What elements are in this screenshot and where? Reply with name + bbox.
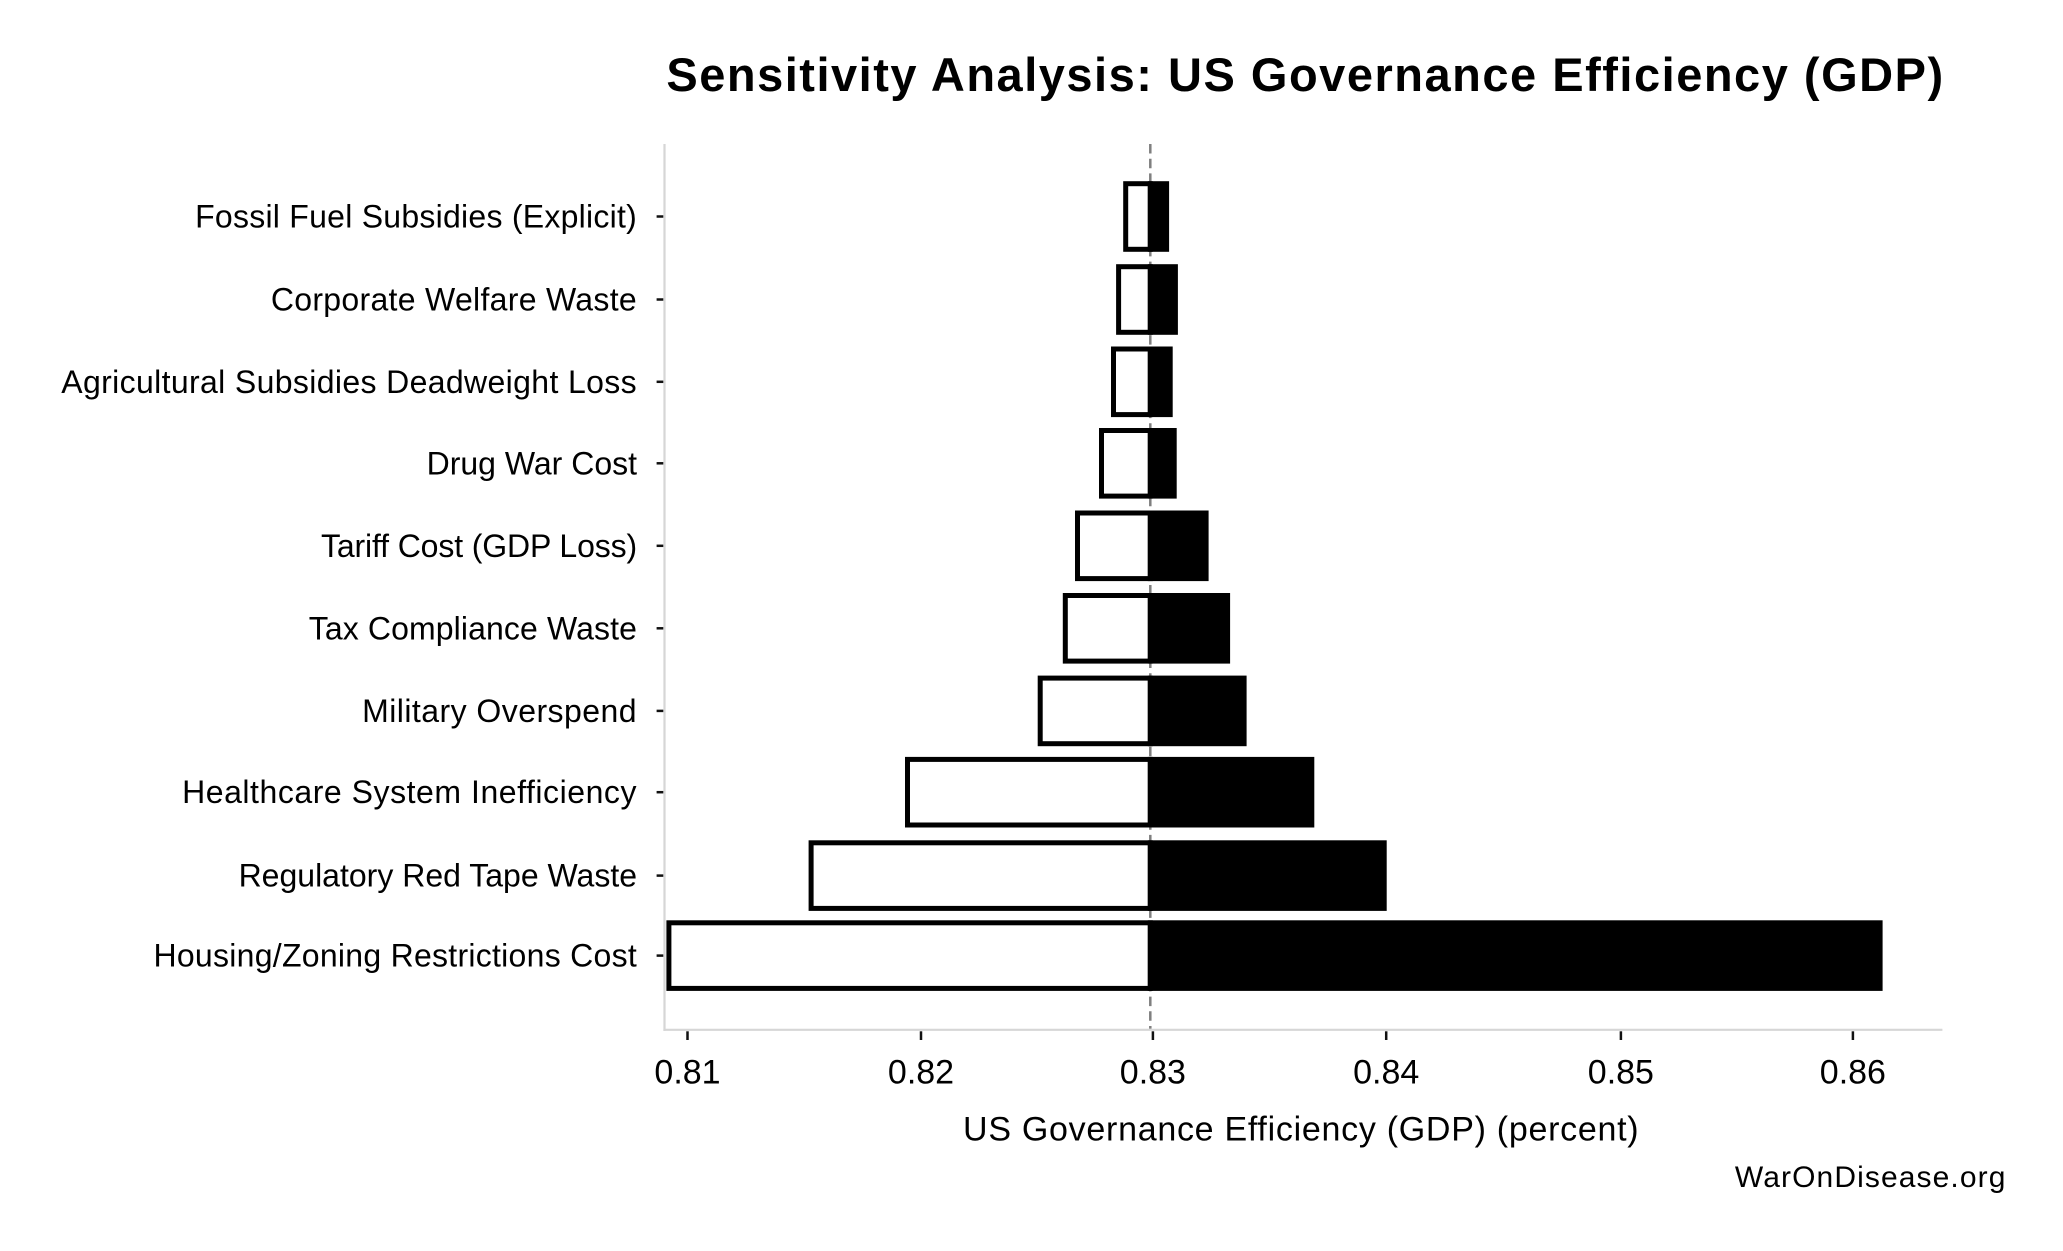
svg-text:0.81: 0.81: [654, 1054, 720, 1092]
svg-text:Tariff Cost (GDP Loss): Tariff Cost (GDP Loss): [321, 528, 637, 564]
svg-text:Regulatory Red Tape Waste: Regulatory Red Tape Waste: [239, 858, 637, 894]
svg-text:Healthcare System Inefficiency: Healthcare System Inefficiency: [182, 774, 637, 810]
svg-text:Drug War Cost: Drug War Cost: [427, 445, 638, 481]
svg-text:Housing/Zoning Restrictions Co: Housing/Zoning Restrictions Cost: [153, 938, 637, 974]
svg-text:WarOnDisease.org: WarOnDisease.org: [1735, 1161, 2007, 1194]
svg-text:0.86: 0.86: [1820, 1054, 1886, 1092]
svg-text:Agricultural Subsidies Deadwei: Agricultural Subsidies Deadweight Loss: [61, 364, 637, 400]
svg-text:Tax Compliance Waste: Tax Compliance Waste: [309, 610, 637, 646]
svg-text:0.84: 0.84: [1353, 1054, 1419, 1092]
svg-text:Fossil Fuel Subsidies (Explici: Fossil Fuel Subsidies (Explicit): [195, 199, 637, 235]
svg-text:0.82: 0.82: [888, 1054, 954, 1092]
svg-text:Sensitivity Analysis: US Gover: Sensitivity Analysis: US Governance Effi…: [666, 48, 1944, 101]
svg-text:Corporate Welfare Waste: Corporate Welfare Waste: [271, 282, 637, 318]
svg-text:US Governance Efficiency (GDP): US Governance Efficiency (GDP) (percent): [963, 1111, 1639, 1149]
svg-text:0.85: 0.85: [1588, 1054, 1654, 1092]
svg-text:Military Overspend: Military Overspend: [362, 693, 637, 729]
svg-text:0.83: 0.83: [1120, 1054, 1186, 1092]
